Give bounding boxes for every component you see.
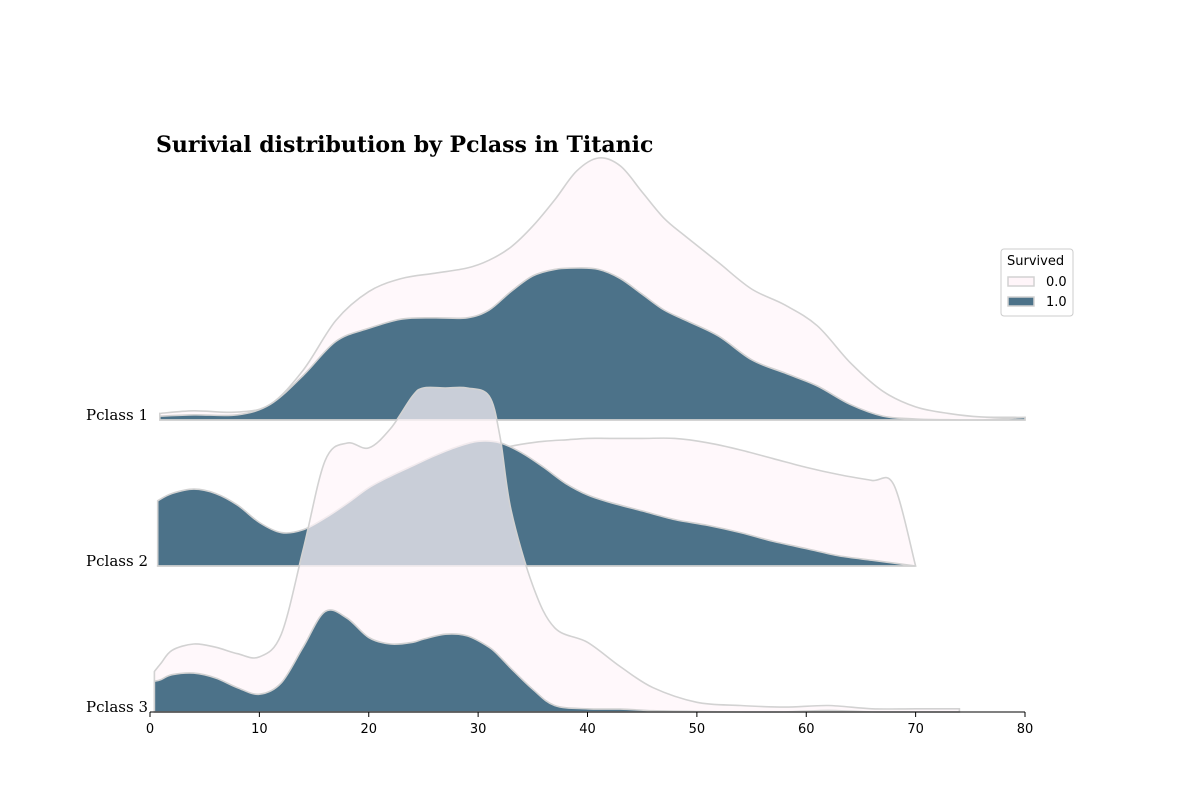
- x-tick-label-70: 70: [907, 722, 924, 737]
- density-curves: [153, 157, 1026, 713]
- legend-swatch-1: [1007, 296, 1035, 307]
- legend-label-0: 0.0: [1046, 275, 1067, 290]
- ridge-row-1: [159, 157, 1026, 421]
- x-tick-label-80: 80: [1017, 722, 1034, 737]
- ridge-row-2: [156, 437, 917, 567]
- x-tick-label-20: 20: [360, 722, 377, 737]
- x-tick-label-30: 30: [470, 722, 487, 737]
- legend-label-1: 1.0: [1046, 295, 1067, 310]
- row-labels: Pclass 1 Pclass 2 Pclass 3: [86, 406, 148, 716]
- row-label-pclass-3: Pclass 3: [86, 698, 148, 716]
- chart-title: Surivial distribution by Pclass in Titan…: [156, 132, 653, 158]
- legend-swatch-0: [1007, 276, 1035, 287]
- x-tick-label-40: 40: [579, 722, 596, 737]
- x-tick-label-50: 50: [689, 722, 706, 737]
- x-tick-label-10: 10: [251, 722, 268, 737]
- x-tick-label-60: 60: [798, 722, 815, 737]
- row-label-pclass-2: Pclass 2: [86, 552, 148, 570]
- x-tick-label-0: 0: [146, 722, 154, 737]
- legend: Survived 0.0 1.0: [1000, 248, 1074, 317]
- row-label-pclass-1: Pclass 1: [86, 406, 148, 424]
- legend-title: Survived: [1007, 254, 1064, 269]
- kde-area-pclass-1-survived-1-0: [159, 267, 1026, 421]
- x-axis: 0 10 20 30 40 50 60 70 80: [146, 711, 1034, 737]
